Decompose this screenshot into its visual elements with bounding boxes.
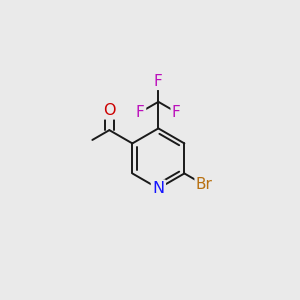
Text: O: O	[103, 103, 116, 118]
Text: Br: Br	[196, 178, 213, 193]
Text: N: N	[152, 181, 164, 196]
Text: F: F	[154, 74, 163, 88]
Text: F: F	[172, 105, 181, 120]
Text: F: F	[136, 105, 145, 120]
